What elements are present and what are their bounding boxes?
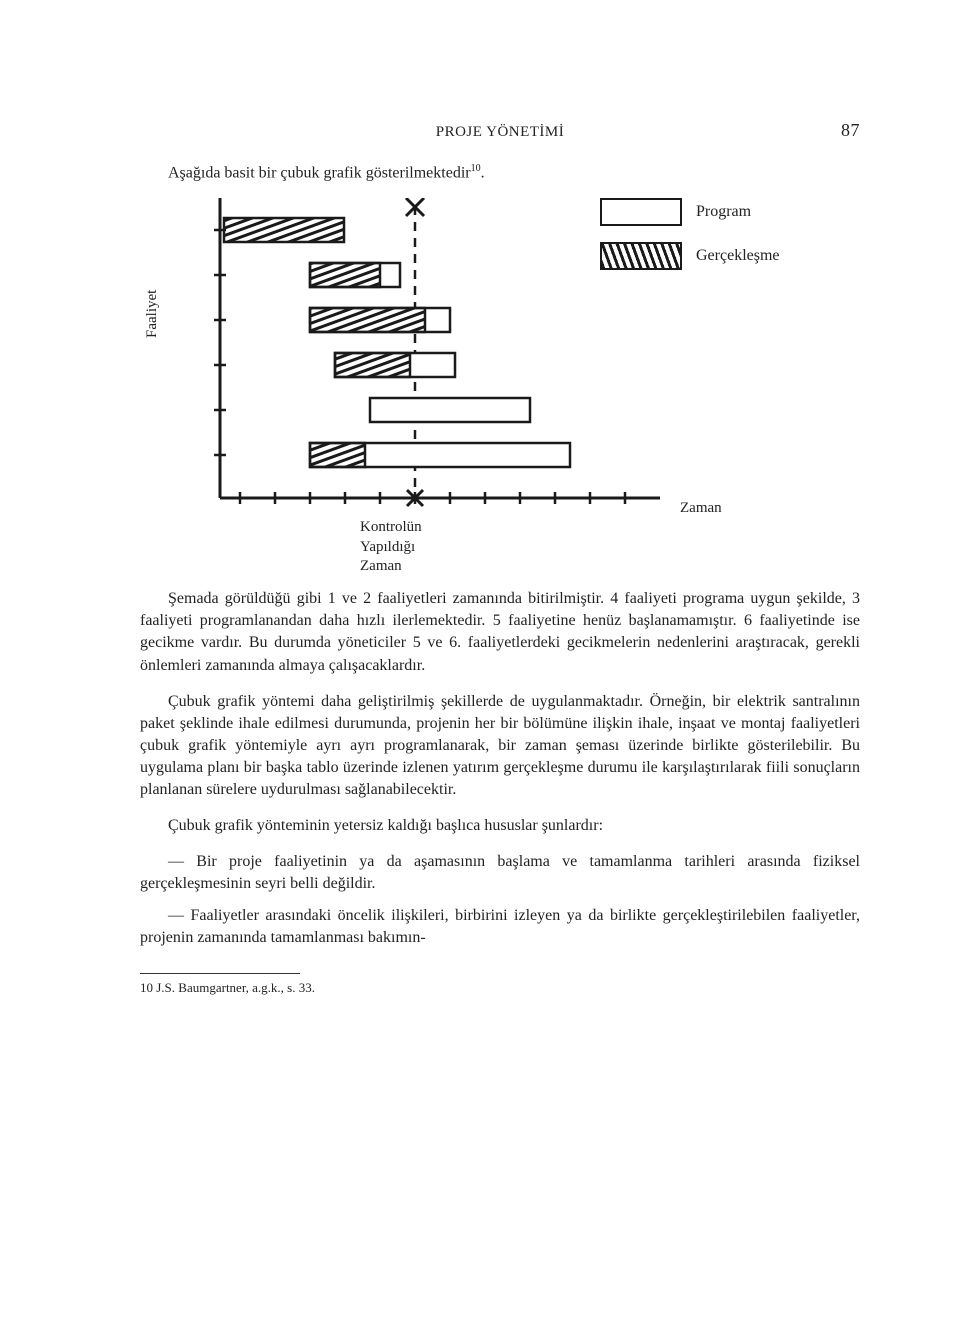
- x-axis-caption: Kontrolün Yapıldığı Zaman: [360, 518, 422, 577]
- x-caption-l3: Zaman: [360, 558, 402, 574]
- paragraph-3: Çubuk grafik yönteminin yetersiz kaldığı…: [140, 815, 860, 837]
- legend-label-actual: Gerçekleşme: [696, 247, 780, 265]
- chart-legend: Program Gerçekleşme: [600, 198, 780, 286]
- x-axis-end-label: Zaman: [680, 500, 722, 517]
- legend-swatch-program: [600, 198, 682, 226]
- paragraph-2: Çubuk grafik yöntemi daha geliştirilmiş …: [140, 691, 860, 801]
- intro-line: Aşağıda basit bir çubuk grafik gösterilm…: [140, 163, 860, 182]
- x-caption-l1: Kontrolün: [360, 519, 422, 535]
- running-header: PROJE YÖNETİMİ 87: [140, 120, 860, 141]
- legend-actual: Gerçekleşme: [600, 242, 780, 270]
- gantt-chart: Faaliyet Program Gerçekleşme Zaman Kontr…: [180, 198, 780, 568]
- paragraph-1: Şemada görüldüğü gibi 1 ve 2 faaliyetler…: [140, 588, 860, 676]
- legend-label-program: Program: [696, 203, 751, 221]
- intro-text: Aşağıda basit bir çubuk grafik gösterilm…: [168, 164, 471, 181]
- footnote: 10 J.S. Baumgartner, a.g.k., s. 33.: [140, 980, 860, 997]
- running-head-title: PROJE YÖNETİMİ: [180, 124, 820, 141]
- page: PROJE YÖNETİMİ 87 Aşağıda basit bir çubu…: [0, 0, 960, 1337]
- page-number: 87: [820, 120, 860, 141]
- footnote-rule: [140, 973, 300, 974]
- y-axis-label: Faaliyet: [144, 290, 161, 338]
- legend-swatch-actual: [600, 242, 682, 270]
- legend-program: Program: [600, 198, 780, 226]
- list-item-1: — Bir proje faaliyetinin ya da aşamasını…: [140, 851, 860, 895]
- x-caption-l2: Yapıldığı: [360, 539, 415, 555]
- list-item-2: — Faaliyetler arasındaki öncelik ilişkil…: [140, 905, 860, 949]
- intro-sup: 10: [471, 163, 481, 174]
- intro-end: .: [481, 164, 485, 181]
